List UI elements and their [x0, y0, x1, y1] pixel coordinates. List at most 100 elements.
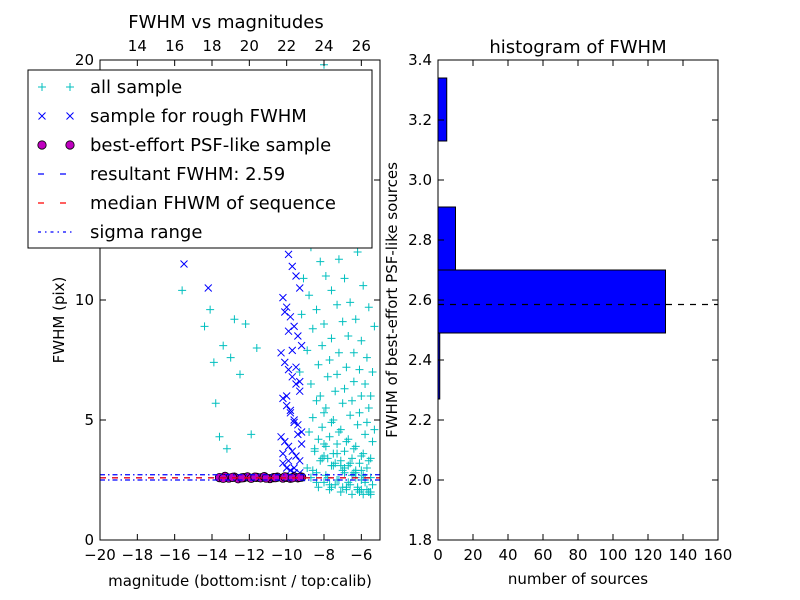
legend-label: sigma range — [90, 222, 202, 243]
rough-sample-point — [295, 377, 304, 386]
rough-sample-point — [297, 341, 306, 350]
legend-entry: best-effort PSF-like sample — [37, 135, 331, 156]
all-sample-point — [338, 317, 347, 326]
rough-sample-point — [288, 447, 297, 456]
all-sample-point — [353, 248, 362, 256]
rough-sample-point — [290, 464, 298, 472]
rough-sample-point — [288, 372, 297, 381]
x-tick-label: 80 — [568, 546, 587, 564]
all-sample-point — [359, 281, 368, 290]
y-axis-label: FWHM of best-effort PSF-like sources — [383, 162, 401, 438]
chart-title: histogram of FWHM — [489, 37, 666, 58]
all-sample-point — [325, 480, 334, 489]
all-sample-point — [310, 447, 319, 456]
all-sample-point — [329, 461, 338, 470]
histogram-plot: 0 20 40 60 80 100 120 140 160 1.8 2.0 2.2 2.4 2.6 2.8 3… — [383, 37, 732, 588]
all-sample-point — [342, 437, 351, 446]
x-tick-label: 100 — [599, 546, 628, 564]
legend-entry: sample for rough FWHM — [38, 106, 307, 127]
rough-sample-point — [292, 363, 300, 372]
rough-sample-point — [295, 387, 304, 396]
rough-sample-point — [290, 322, 298, 331]
rough-sample-point — [280, 437, 289, 446]
all-sample-point — [346, 298, 355, 307]
top-x-tick-label: 16 — [165, 37, 184, 55]
top-x-tick-label: 24 — [314, 37, 333, 55]
x-tick-label: −18 — [122, 546, 154, 564]
x-tick-label: −14 — [196, 546, 228, 564]
all-sample-point — [355, 459, 364, 468]
legend-label: sample for rough FWHM — [90, 106, 307, 127]
rough-sample-point — [284, 365, 293, 374]
rough-sample-point — [280, 308, 289, 316]
all-sample-point — [336, 461, 345, 470]
rough-sample-point — [284, 442, 293, 451]
rough-sample-point — [292, 380, 300, 388]
all-sample-point — [336, 488, 345, 496]
y-tick-label: 10 — [75, 291, 94, 309]
rough-sample-point — [277, 432, 285, 441]
all-sample-point — [327, 334, 336, 343]
all-sample-point — [316, 392, 325, 400]
all-sample-point — [349, 377, 358, 386]
rough-sample-point — [282, 464, 291, 472]
rough-sample-point — [279, 293, 287, 302]
all-sample-point — [327, 286, 336, 295]
y-tick-label: 5 — [84, 411, 94, 429]
rough-sample-point — [280, 358, 289, 367]
all-sample-point — [334, 255, 343, 264]
all-sample-point — [333, 440, 342, 448]
rough-sample-point — [279, 449, 287, 458]
legend-marker — [65, 140, 75, 150]
y-tick-label: 20 — [75, 51, 94, 69]
all-sample-point — [340, 274, 349, 283]
all-sample-point — [316, 257, 325, 266]
x-tick-label: −8 — [313, 546, 335, 564]
all-sample-point — [306, 380, 315, 388]
rough-sample-point — [292, 452, 300, 460]
all-sample-point — [230, 315, 239, 324]
rough-sample-point — [284, 456, 293, 465]
rough-sample-point — [295, 284, 304, 292]
all-sample-point — [308, 413, 317, 422]
all-sample-point — [299, 274, 308, 283]
all-sample-point — [361, 380, 370, 388]
all-sample-point — [338, 399, 347, 408]
chart-title: FWHM vs magnitudes — [128, 12, 323, 33]
all-sample-point — [334, 428, 343, 436]
all-sample-point — [348, 454, 356, 463]
legend-label: all sample — [90, 77, 182, 98]
top-x-tick-label: 22 — [277, 37, 296, 55]
all-sample-point — [206, 305, 215, 314]
legend-entry: all sample — [38, 77, 182, 98]
all-sample-point — [295, 368, 304, 376]
all-sample-point — [342, 363, 351, 372]
legend-marker — [38, 83, 46, 91]
all-sample-point — [320, 440, 328, 448]
data-layer — [100, 60, 380, 499]
all-sample-point — [303, 346, 312, 355]
all-sample-point — [314, 435, 323, 444]
all-sample-point — [308, 324, 317, 333]
all-sample-point — [333, 300, 342, 309]
all-sample-point — [305, 291, 314, 300]
rough-sample-point — [294, 420, 302, 429]
all-sample-point — [331, 387, 340, 396]
all-sample-point — [252, 344, 261, 352]
y-tick-label: 0 — [84, 531, 94, 549]
y-tick-label: 2.8 — [408, 231, 432, 249]
all-sample-point — [236, 370, 244, 379]
all-sample-point — [368, 368, 377, 376]
all-sample-point — [314, 483, 323, 492]
rough-sample-point — [284, 327, 293, 336]
all-sample-point — [333, 370, 342, 379]
rough-sample-point — [286, 408, 295, 417]
y-tick-label: 2.6 — [408, 291, 432, 309]
legend-entry: median FHWM of sequence — [38, 193, 336, 214]
x-tick-label: −20 — [84, 546, 116, 564]
rough-sample-point — [279, 394, 287, 403]
rough-sample-point — [297, 428, 306, 436]
all-sample-point — [222, 444, 231, 453]
rough-sample-point — [288, 262, 297, 271]
all-sample-point — [357, 392, 366, 400]
